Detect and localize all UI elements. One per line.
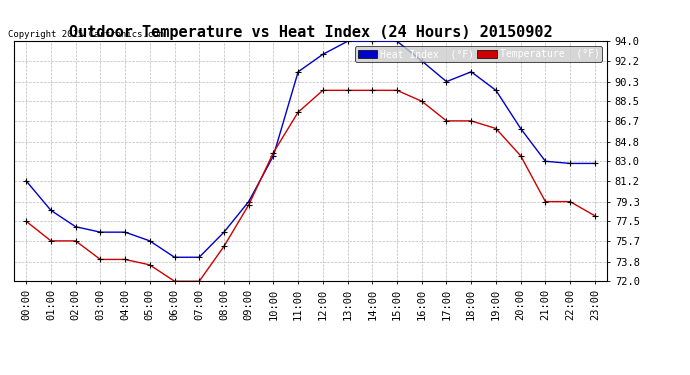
Title: Outdoor Temperature vs Heat Index (24 Hours) 20150902: Outdoor Temperature vs Heat Index (24 Ho… xyxy=(69,25,552,40)
Text: Copyright 2015 Cartronics.com: Copyright 2015 Cartronics.com xyxy=(8,30,164,39)
Legend: Heat Index  (°F), Temperature  (°F): Heat Index (°F), Temperature (°F) xyxy=(355,46,602,62)
